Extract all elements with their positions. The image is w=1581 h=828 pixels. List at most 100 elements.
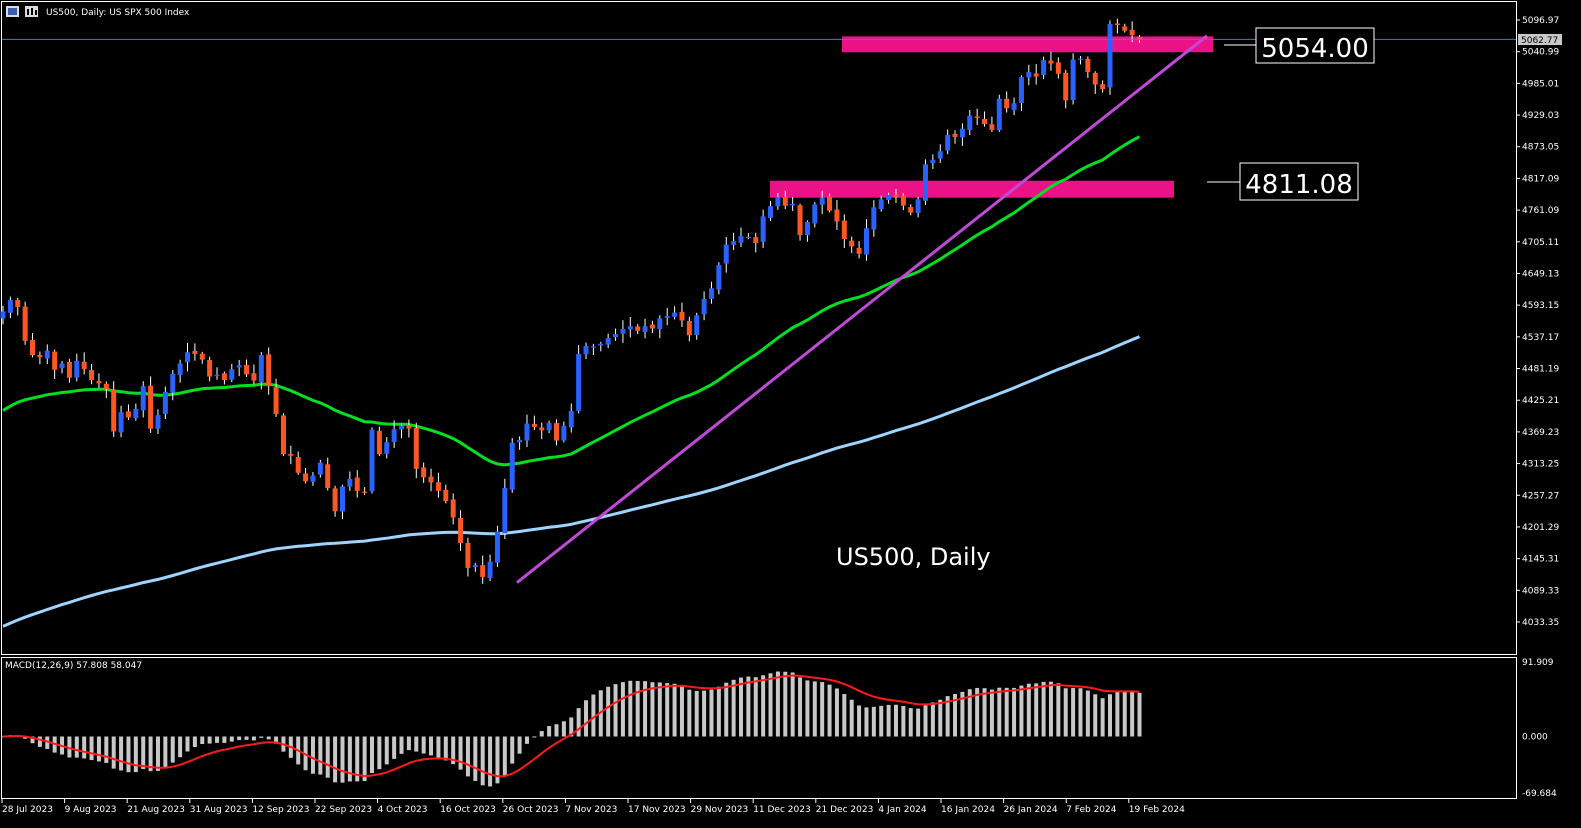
candle-body bbox=[1018, 77, 1024, 104]
macd-bar bbox=[798, 677, 803, 737]
candle-body bbox=[782, 197, 788, 206]
macd-bar bbox=[731, 679, 736, 737]
candle-body bbox=[708, 288, 714, 299]
candle-body bbox=[199, 353, 205, 360]
candle-body bbox=[923, 164, 928, 201]
callout-5054: 5054.00 bbox=[1224, 27, 1375, 64]
candle-body bbox=[930, 159, 936, 164]
candle-body bbox=[590, 346, 596, 348]
macd-bar bbox=[126, 736, 131, 773]
macd-bar bbox=[908, 708, 913, 737]
macd-bar bbox=[665, 683, 670, 737]
candle-body bbox=[89, 370, 95, 380]
candle-body bbox=[804, 222, 810, 236]
price-tick-label: 4593.15 bbox=[1522, 301, 1559, 311]
chart-type-icon-inner bbox=[8, 8, 17, 15]
candle-body bbox=[376, 430, 382, 455]
candle-body bbox=[96, 381, 102, 384]
candle-body bbox=[37, 355, 43, 358]
macd-bar bbox=[517, 736, 522, 754]
macd-bar bbox=[458, 736, 463, 770]
macd-bar bbox=[768, 673, 773, 737]
macd-bar bbox=[886, 704, 891, 737]
macd-bar bbox=[761, 675, 766, 737]
candle-body bbox=[834, 209, 840, 222]
candle-body bbox=[878, 199, 884, 209]
candle-body bbox=[185, 352, 190, 363]
candle-body bbox=[502, 488, 508, 534]
macd-bar bbox=[945, 696, 950, 737]
candle-body bbox=[1129, 29, 1135, 36]
candle-body bbox=[679, 311, 685, 321]
macd-bar bbox=[650, 682, 655, 737]
date-tick-label: 7 Feb 2024 bbox=[1066, 805, 1117, 815]
moving-averages-layer bbox=[2, 135, 1141, 628]
macd-bar bbox=[1137, 692, 1142, 737]
macd-bar bbox=[406, 736, 411, 751]
macd-bar bbox=[561, 721, 566, 737]
candle-body bbox=[1041, 60, 1047, 76]
zone-rect bbox=[770, 180, 1174, 198]
price-tick-label: 4145.31 bbox=[1522, 555, 1559, 565]
date-tick-label: 7 Nov 2023 bbox=[565, 805, 617, 815]
macd-bar bbox=[1115, 691, 1120, 737]
macd-bar bbox=[355, 736, 360, 782]
candle-body bbox=[487, 561, 493, 579]
macd-bar bbox=[45, 736, 50, 749]
candle-body bbox=[244, 364, 250, 375]
candle-body bbox=[886, 194, 892, 200]
candle-body bbox=[103, 383, 109, 390]
macd-bar bbox=[259, 736, 264, 738]
macd-bar bbox=[938, 699, 943, 737]
price-tick-label: 4705.11 bbox=[1522, 238, 1559, 248]
macd-bar bbox=[74, 736, 79, 758]
macd-tick-label: 91.909 bbox=[1522, 658, 1554, 668]
macd-bar bbox=[783, 671, 788, 737]
macd-bar bbox=[465, 736, 470, 777]
candle-body bbox=[369, 429, 375, 492]
candle-body bbox=[443, 489, 449, 502]
macd-bar bbox=[1122, 691, 1127, 737]
candle-body bbox=[768, 206, 774, 218]
candle-body bbox=[384, 442, 390, 454]
candle-body bbox=[52, 351, 58, 370]
date-tick-label: 9 Aug 2023 bbox=[65, 805, 117, 815]
macd-bar bbox=[37, 736, 42, 747]
candle-body bbox=[207, 360, 213, 377]
candle-body bbox=[15, 300, 21, 307]
candle-body bbox=[959, 128, 965, 138]
price-tick-label: 4537.17 bbox=[1522, 333, 1559, 343]
macd-layer: 91.909 0.000 -69.684 bbox=[1, 658, 1557, 799]
macd-bar bbox=[207, 736, 212, 744]
macd-bar bbox=[443, 736, 448, 761]
macd-bar bbox=[1063, 688, 1068, 737]
macd-bar bbox=[473, 736, 478, 781]
date-tick-label: 31 Aug 2023 bbox=[190, 805, 248, 815]
callout-4811-label: 4811.08 bbox=[1245, 170, 1353, 200]
date-tick-label: 26 Oct 2023 bbox=[503, 805, 559, 815]
date-tick-label: 12 Sep 2023 bbox=[252, 805, 309, 815]
macd-bar bbox=[539, 731, 544, 737]
macd-tick-label: -69.684 bbox=[1522, 789, 1557, 799]
candle-body bbox=[317, 462, 323, 475]
candle-body bbox=[22, 306, 28, 341]
candle-body bbox=[790, 203, 796, 206]
macd-bar bbox=[119, 736, 124, 771]
macd-bar bbox=[1048, 681, 1053, 737]
candle-body bbox=[480, 565, 486, 577]
ma-fast-line bbox=[2, 135, 1141, 467]
macd-bar bbox=[318, 736, 323, 775]
macd-label: MACD(12,26,9) 57.808 58.047 bbox=[5, 661, 142, 671]
candle-body bbox=[450, 499, 456, 518]
macd-bar bbox=[362, 736, 367, 782]
macd-bar bbox=[1019, 685, 1024, 737]
candle-body bbox=[745, 236, 751, 238]
candle-body bbox=[620, 329, 626, 334]
candle-body bbox=[996, 98, 1002, 131]
macd-bar bbox=[879, 705, 884, 737]
ma-slow-line bbox=[2, 335, 1141, 628]
candle-body bbox=[583, 345, 589, 355]
candle-body bbox=[155, 415, 161, 429]
candle-body bbox=[118, 412, 124, 433]
